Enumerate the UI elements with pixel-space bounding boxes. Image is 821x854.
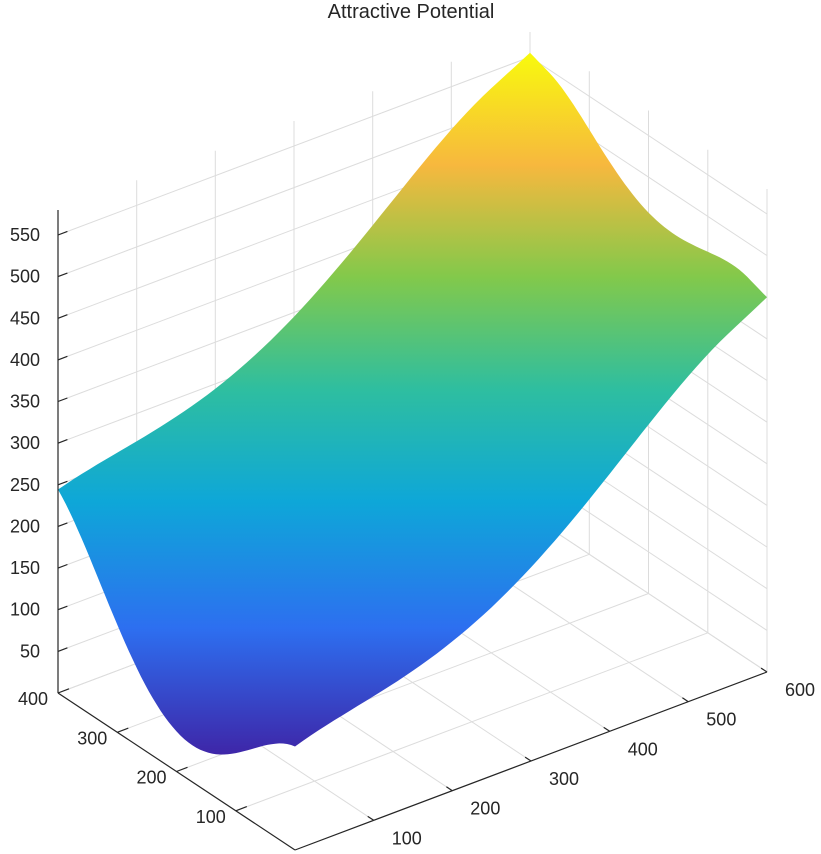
z-tick-label: 400 [10,350,40,370]
z-tick-label: 550 [10,225,40,245]
x-tick-mark [682,697,689,703]
z-tick-label: 200 [10,516,40,536]
z-tick-mark [57,605,68,611]
y-tick-mark [117,727,129,733]
z-tick-label: 450 [10,308,40,328]
z-tick-mark [57,230,68,236]
x-tick-label: 200 [470,799,500,819]
z-tick-label: 350 [10,392,40,412]
z-tick-label: 500 [10,267,40,287]
side-wall-grid-line-z [529,56,768,215]
labels-layer: 100 200 300 400 500 600 100 200 300 400 50 100 150 20… [10,225,815,848]
z-tick-mark [57,647,68,652]
y-tick-mark [235,806,248,812]
surface-layer [58,52,767,755]
x-tick-mark [446,786,453,792]
z-tick-mark [57,522,68,527]
y-tick-mark [57,688,70,694]
x-tick-mark [603,726,611,732]
x-tick-label: 100 [392,828,422,848]
box-edge [529,514,768,673]
x-tick-label: 300 [549,769,579,789]
z-tick-label: 150 [10,558,40,578]
z-tick-mark [57,272,68,278]
x-tick-mark [760,667,768,673]
x-tick-label: 500 [706,710,736,730]
z-tick-label: 250 [10,475,40,495]
x-tick-label: 400 [628,739,658,759]
y-tick-label: 200 [136,768,166,788]
x-tick-mark [524,756,532,762]
z-tick-mark [57,397,68,403]
x-tick-mark [367,815,375,821]
back-wall-grid-line-z [57,56,531,236]
y-tick-label: 300 [77,728,107,748]
z-tick-label: 300 [10,433,40,453]
z-tick-mark [57,355,68,361]
z-tick-mark [57,563,68,569]
back-wall-grid-line-z [57,98,531,278]
z-tick-mark [57,439,68,444]
y-tick-label: 100 [196,807,226,827]
z-tick-mark [57,314,68,319]
z-tick-label: 100 [10,600,40,620]
floor-grid-line-y [235,632,708,812]
y-tick-label: 400 [18,689,48,709]
surface-mesh [58,52,767,755]
y-tick-mark [176,766,188,773]
chart-title: Attractive Potential [328,1,495,23]
z-tick-mark [57,480,68,486]
x-tick-label: 600 [785,680,815,700]
z-tick-label: 50 [20,641,40,661]
axes-layer [57,210,768,851]
